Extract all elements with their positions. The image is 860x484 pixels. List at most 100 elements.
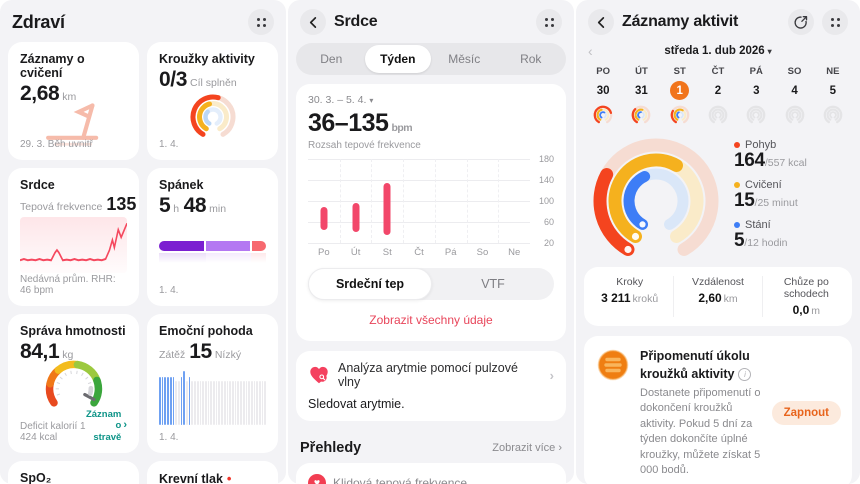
stress-bar-empty [229,381,231,425]
card-title: Krevní tlak • [159,471,232,484]
exercise-dot-icon [734,182,740,189]
toggle-vtf[interactable]: VTF [481,277,505,291]
chart-label: Rozsah tepové frekvence [308,140,421,151]
heart-value: Tepová frekvence135bpm [20,194,137,214]
date-number[interactable]: 5 [829,84,837,97]
calorie-gauge [20,361,127,409]
caret-down-icon: ▾ [767,47,772,56]
stress-bar-empty [175,381,177,425]
activity-rings-section: Pohyb 164/557 kcal Cvičení 15/25 minut S… [576,133,860,265]
date-number[interactable]: 31 [635,84,648,97]
date-number[interactable]: 30 [596,84,610,97]
resting-heart-rate-insight-card[interactable]: ♥ Klidová tepová frekvence V poslední do… [296,463,566,484]
stress-bar-active [167,377,169,425]
stress-bar-active [180,377,183,425]
stress-bar-empty [210,381,213,425]
x-tick-label: St [382,247,392,258]
week-day-ÚT[interactable]: ÚT 31 [622,66,660,126]
y-axis-labels: 180 140 100 60 20 [530,154,554,248]
stat-floors: Chůze po schodech 0,0 m [761,276,850,317]
week-day-SO[interactable]: SO 4 [775,66,813,126]
previous-week-button[interactable]: ‹ [588,43,593,59]
stress-bar-empty [253,381,256,425]
card-activity-rings[interactable]: Kroužky aktivity 0/3 Cíl splněn 1. 4. [147,42,278,160]
show-more-link[interactable]: Zobrazit více › [492,442,562,454]
arrhythmia-card[interactable]: Analýza arytmie pomocí pulzové vlny › Sl… [296,351,566,421]
stress-bar-empty [226,381,229,425]
stress-bar-empty [231,381,234,425]
card-blood-pressure[interactable]: Krevní tlak• 110/69 [147,461,278,484]
week-day-PO[interactable]: PO 30 [584,66,622,126]
date-number[interactable]: 2 [714,84,722,97]
back-button[interactable] [588,9,614,35]
card-weight[interactable]: Správa hmotnosti 84,1 kg Deficit kalorií … [8,314,139,453]
week-day-ČT[interactable]: ČT 2 [699,66,737,126]
legend-exercise: Cvičení 15/25 minut [734,179,798,212]
gridline-vertical [339,159,341,243]
card-exercise-records[interactable]: Záznamy o cvičení 2,68 km 29. 3. Běh uvni… [8,42,139,160]
heart-rate-range-bar [320,207,328,230]
card-heart[interactable]: Srdce Tepová frekvence135bpm Nedávná prů… [8,168,139,306]
stress-bar-active [183,371,186,425]
more-options-button[interactable] [536,9,562,35]
daily-stats-card[interactable]: Kroky 3 211 kroků Vzdálenost 2,60 km Chůze… [584,267,852,326]
tab-rok[interactable]: Rok [520,52,542,66]
gridline-vertical [371,159,373,243]
insight-title: Klidová tepová frekvence [333,476,468,484]
share-button[interactable] [788,9,814,35]
heart-rate-range-bar [383,182,391,235]
grid-dots-icon [544,17,554,27]
more-options-button[interactable] [822,9,848,35]
x-tick-label: Út [350,247,361,258]
reminder-body: Dostanete připomenutí o dokončení kroužk… [640,387,761,476]
heart-rate-line [19,222,128,261]
sleep-segment [206,252,252,263]
date-navigator: ‹ středa 1. dub 2026 ▾ [576,42,860,61]
stress-bar-active [161,377,164,425]
date-number[interactable]: 3 [753,84,760,97]
diet-record-link[interactable]: Záznam o stravě › [85,408,127,443]
card-emotional-wellbeing[interactable]: Emoční pohoda Zátěž 15 Nízký 1. 4. [147,314,278,453]
toggle-heart-rate[interactable]: Srdeční tep [308,268,432,300]
enable-reminder-button[interactable]: Zapnout [771,400,841,425]
stress-bar-empty [191,381,194,425]
card-title: Srdce [20,178,55,192]
x-tick-label: Po [318,247,330,258]
info-icon[interactable]: i [738,368,752,381]
stress-bar-empty [194,381,196,425]
stress-bar-empty [264,381,267,425]
emotion-value: Zátěž 15 Nízký [159,340,242,363]
grid-dots-icon [830,17,840,27]
stress-bar-empty [261,381,264,425]
stress-bar-empty [218,381,221,425]
stress-bar-active [164,377,167,425]
back-button[interactable] [300,9,326,35]
stress-bar-empty [237,381,240,425]
date-range-selector[interactable]: 30. 3. – 5. 4. ▾ [308,94,374,106]
stress-bar-empty [223,381,226,425]
date-number[interactable]: 4 [791,84,798,97]
show-all-data-link[interactable]: Zobrazit všechny údaje [369,313,493,327]
tab-den[interactable]: Den [320,52,343,66]
health-card-grid: Záznamy o cvičení 2,68 km 29. 3. Běh uvni… [0,42,286,484]
week-day-PÁ[interactable]: PÁ 3 [737,66,775,126]
card-footer: 1. 4. [159,432,179,443]
more-options-button[interactable] [248,9,274,35]
card-spo2[interactable]: SpO₂ Kontrola hladiny kyslíku v krvi [8,461,139,484]
mini-activity-ring-icon [784,104,806,126]
week-day-NE[interactable]: NE 5 [814,66,852,126]
date-number[interactable]: 1 [670,81,690,100]
tab-tyden[interactable]: Týden [364,45,431,73]
heart-icon: ♥ [308,474,326,484]
stress-bar-empty [234,381,237,425]
chevron-right-icon: › [549,367,554,383]
tab-mesic[interactable]: Měsíc [448,52,481,66]
card-footer: Nedávná prům. RHR: 46 bpm [20,274,116,296]
heart-scan-icon [310,366,328,384]
stress-bar-empty [245,381,248,425]
date-dropdown[interactable]: středa 1. dub 2026 ▾ [664,45,772,57]
page-title: Záznamy aktivit [622,13,739,30]
stress-bar-active [172,377,175,425]
week-day-ST[interactable]: ST 1 [661,66,699,126]
